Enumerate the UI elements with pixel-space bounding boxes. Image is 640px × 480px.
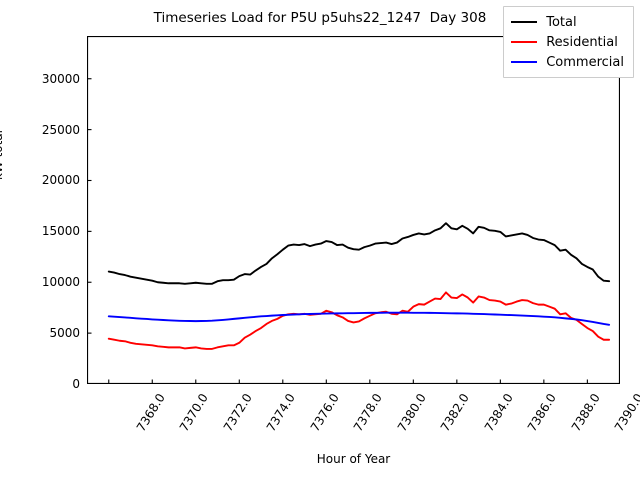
series-line-commercial — [107, 311, 611, 326]
legend-label-commercial: Commercial — [546, 54, 624, 70]
legend-entry-total: Total — [511, 12, 624, 32]
x-tick-label: 7374.0 — [264, 391, 299, 435]
legend-swatch-residential — [511, 41, 538, 43]
chart-legend: Total Residential Commercial — [503, 6, 634, 78]
legend-entry-commercial: Commercial — [511, 52, 624, 72]
chart-title: Timeseries Load for P5U p5uhs22_1247 Day… — [153, 10, 487, 26]
x-axis-label: Hour of Year — [316, 452, 391, 466]
y-tick-label: 0 — [72, 377, 80, 391]
axes-frame — [87, 36, 620, 384]
y-tick-label: 15000 — [41, 224, 80, 239]
x-tick-label: 7368.0 — [133, 391, 168, 435]
legend-label-residential: Residential — [546, 34, 618, 50]
legend-entry-residential: Residential — [511, 32, 624, 52]
x-tick-label: 7376.0 — [307, 391, 342, 435]
data-series-group — [107, 222, 611, 350]
x-tick-label: 7378.0 — [351, 391, 386, 435]
y-tick-label: 30000 — [41, 71, 80, 86]
x-tick-label: 7384.0 — [481, 391, 516, 435]
x-tick-marks — [108, 379, 588, 384]
y-tick-label: 25000 — [41, 122, 80, 137]
x-tick-label: 7390.0 — [612, 391, 640, 435]
legend-swatch-commercial — [511, 61, 538, 63]
x-tick-label: 7370.0 — [176, 391, 212, 435]
legend-label-total: Total — [546, 14, 577, 30]
series-line-total — [107, 222, 611, 285]
y-tick-marks — [87, 78, 92, 384]
plot-area: 0 5000 10000 15000 20000 25000 30000 7368.0 737… — [42, 36, 640, 434]
x-tick-label: 7382.0 — [438, 391, 473, 435]
y-tick-label: 10000 — [41, 275, 80, 290]
x-tick-label: 7386.0 — [525, 391, 560, 435]
plot-canvas — [87, 36, 620, 384]
y-tick-label: 20000 — [41, 173, 80, 188]
legend-swatch-total — [511, 21, 538, 23]
y-axis-label: kW total — [0, 129, 5, 181]
x-tick-label: 7388.0 — [568, 391, 603, 435]
x-tick-label: 7372.0 — [220, 391, 255, 435]
x-tick-label: 7380.0 — [394, 391, 429, 435]
series-line-residential — [107, 291, 611, 350]
y-tick-label: 5000 — [49, 326, 80, 341]
